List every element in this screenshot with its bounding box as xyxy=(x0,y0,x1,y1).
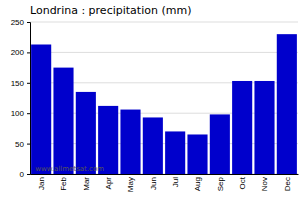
tick-label: Jan xyxy=(37,177,46,190)
tick: Dec xyxy=(283,174,292,191)
tick: Aug xyxy=(193,174,202,191)
tick: 0 xyxy=(20,170,30,179)
tick-mark xyxy=(27,174,30,175)
tick: Nov xyxy=(260,174,269,191)
bars xyxy=(31,34,297,174)
tick: Sep xyxy=(216,174,225,191)
bar xyxy=(143,117,163,174)
tick: Jun xyxy=(149,174,158,190)
tick-label: 50 xyxy=(15,140,24,149)
tick-label: 250 xyxy=(11,18,25,27)
bar xyxy=(31,44,51,174)
tick: Oct xyxy=(238,174,247,189)
bar xyxy=(210,114,230,174)
tick-mark xyxy=(27,22,30,23)
watermark: www.allmetsat.com xyxy=(35,165,104,173)
bar xyxy=(98,106,118,174)
bar xyxy=(254,81,274,174)
tick: 250 xyxy=(11,18,30,27)
tick: Mar xyxy=(82,174,91,191)
tick-label: Aug xyxy=(193,177,202,191)
bar xyxy=(76,92,96,174)
grid xyxy=(30,22,298,174)
tick-label: Jun xyxy=(149,177,158,190)
tick-mark xyxy=(27,52,30,53)
plot: 0 50 100 150 200 250 Jan Feb Mar Apr May Jun Jul Aug S… xyxy=(11,18,299,192)
tick: Feb xyxy=(59,174,68,191)
tick-mark xyxy=(27,144,30,145)
bar xyxy=(277,34,297,174)
tick: May xyxy=(126,174,135,192)
tick: 100 xyxy=(11,109,30,118)
bar xyxy=(232,81,252,174)
tick-label: Dec xyxy=(283,177,292,191)
tick: 200 xyxy=(11,48,30,57)
texts: Londrina : precipitation (mm) www.allmets… xyxy=(30,4,191,173)
tick: Apr xyxy=(104,174,113,189)
bar xyxy=(187,134,207,174)
tick: Jan xyxy=(37,174,46,190)
bar xyxy=(53,68,73,174)
bar xyxy=(165,131,185,174)
tick: 50 xyxy=(15,140,30,149)
tick: 150 xyxy=(11,79,30,88)
tick-label: Mar xyxy=(82,177,91,191)
tick-mark xyxy=(27,83,30,84)
tick: Jul xyxy=(171,174,180,187)
tick-label: 0 xyxy=(20,170,25,179)
y-axis: 0 50 100 150 200 250 xyxy=(11,18,31,179)
tick-label: Feb xyxy=(59,176,68,190)
tick-label: May xyxy=(126,177,135,192)
tick-label: Jul xyxy=(171,177,180,187)
tick-mark xyxy=(27,113,30,114)
tick-label: Oct xyxy=(238,176,247,189)
tick-label: 100 xyxy=(11,109,25,118)
axis-line xyxy=(31,174,299,175)
tick-label: 200 xyxy=(11,48,25,57)
tick-label: Sep xyxy=(216,176,225,191)
chart: 0 50 100 150 200 250 Jan Feb Mar Apr May Jun Jul Aug S… xyxy=(0,0,306,200)
title: Londrina : precipitation (mm) xyxy=(30,4,191,17)
grid-line xyxy=(30,52,298,53)
bar xyxy=(120,110,140,174)
axis-line xyxy=(27,23,31,175)
tick-label: Nov xyxy=(260,177,269,191)
tick-label: Apr xyxy=(104,177,113,190)
tick-label: 150 xyxy=(11,79,25,88)
grid-line xyxy=(30,22,298,23)
x-axis: Jan Feb Mar Apr May Jun Jul Aug Sep Oct Nov Dec xyxy=(31,174,299,192)
